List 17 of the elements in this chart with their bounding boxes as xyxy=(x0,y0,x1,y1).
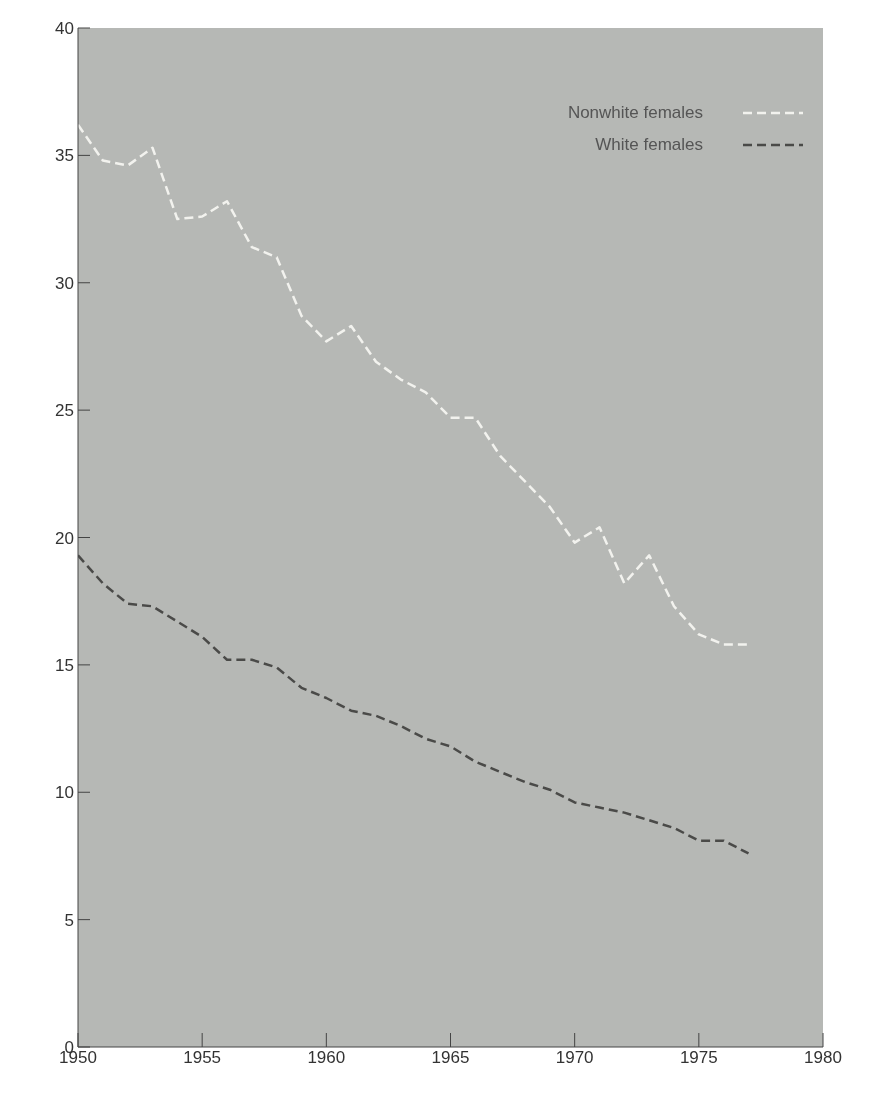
x-tick-label: 1955 xyxy=(183,1048,222,1068)
y-tick-label: 25 xyxy=(55,401,74,421)
y-tick-label: 35 xyxy=(55,146,74,166)
legend-label: Nonwhite females xyxy=(567,103,703,123)
y-tick-label: 40 xyxy=(55,19,74,39)
x-tick-label: 1965 xyxy=(431,1048,470,1068)
legend-label: White females xyxy=(595,135,703,155)
y-tick-label: 10 xyxy=(55,783,74,803)
line-series xyxy=(78,123,750,646)
x-tick-label: 1960 xyxy=(307,1048,346,1068)
x-tick-label: 1975 xyxy=(679,1048,718,1068)
y-tick-label: 30 xyxy=(55,273,74,293)
x-tick-label: 1980 xyxy=(804,1048,842,1068)
x-tick-label: 1970 xyxy=(555,1048,594,1068)
y-tick-label: 20 xyxy=(55,528,74,548)
y-tick-label: 15 xyxy=(55,655,74,675)
y-tick-label: 5 xyxy=(64,910,74,930)
